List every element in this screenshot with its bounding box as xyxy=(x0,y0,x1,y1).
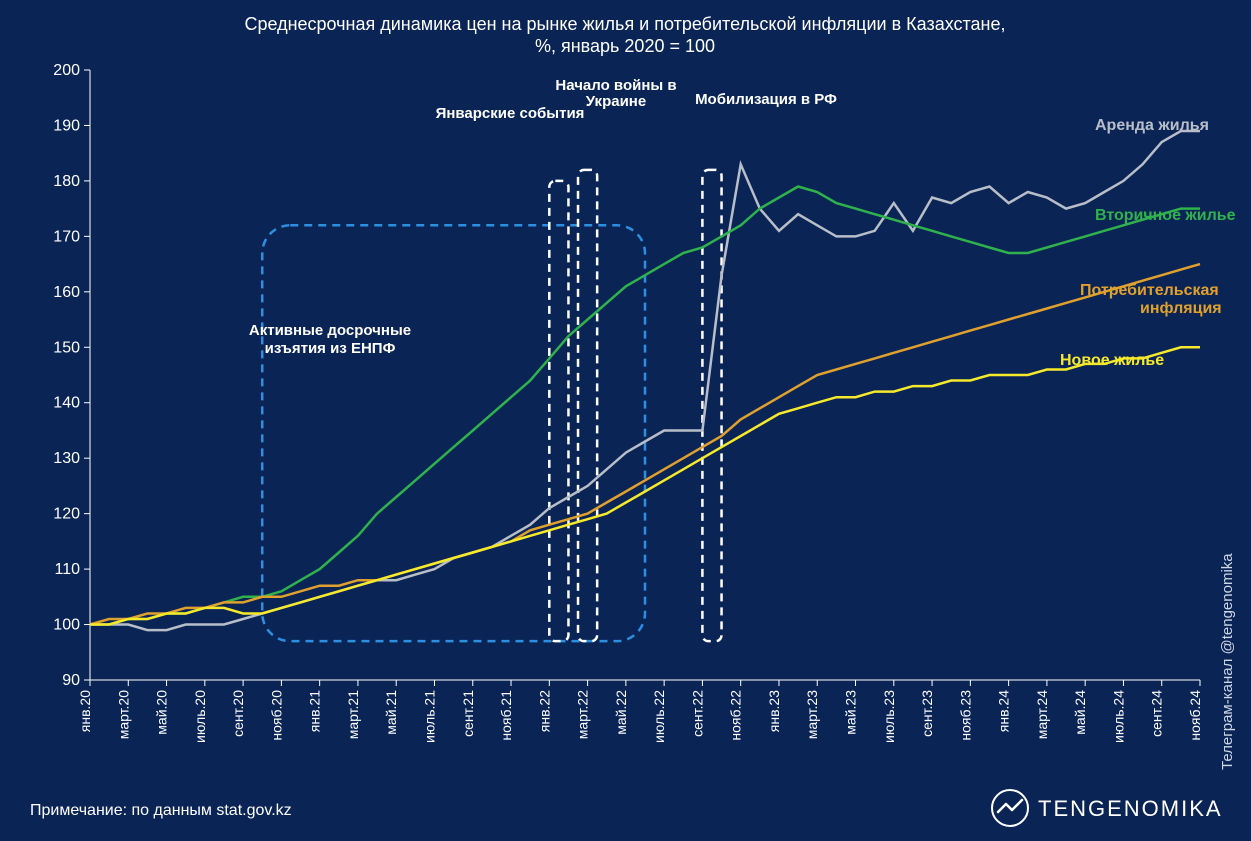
annotation-label-war-2: Украине xyxy=(586,93,646,110)
x-tick-label: июль.20 xyxy=(192,690,208,743)
x-tick-label: март.20 xyxy=(115,690,131,739)
y-tick-label: 110 xyxy=(54,561,80,578)
annotation-label-enpf-2: изъятия из ЕНПФ xyxy=(265,340,396,357)
annotation-label-jan-events: Январские события xyxy=(436,105,585,122)
x-tick-label: янв.21 xyxy=(307,690,323,732)
brand-text: TENGENOMIKA xyxy=(1038,796,1223,821)
chart-title-2: %, январь 2020 = 100 xyxy=(535,36,715,56)
x-tick-label: июль.23 xyxy=(881,690,897,743)
x-tick-label: янв.23 xyxy=(766,690,782,732)
series-label-inflation-2: инфляция xyxy=(1140,300,1222,317)
y-tick-label: 180 xyxy=(53,173,80,190)
x-tick-label: сент.22 xyxy=(689,690,705,737)
x-tick-label: сент.21 xyxy=(460,690,476,737)
y-tick-label: 100 xyxy=(53,617,80,634)
y-tick-label: 140 xyxy=(53,395,80,412)
series-label-new: Новое жилье xyxy=(1060,352,1164,369)
x-tick-label: сент.23 xyxy=(919,690,935,737)
x-tick-label: нояб.22 xyxy=(728,690,744,741)
x-tick-label: июль.21 xyxy=(421,690,437,743)
x-tick-label: янв.22 xyxy=(536,690,552,732)
x-tick-label: март.22 xyxy=(575,690,591,739)
footnote: Примечание: по данным stat.gov.kz xyxy=(30,802,292,819)
x-tick-label: нояб.23 xyxy=(957,690,973,741)
x-tick-label: май.22 xyxy=(613,690,629,735)
x-tick-label: март.24 xyxy=(1034,690,1050,739)
side-channel-text: Телеграм-канал @tengenomika xyxy=(1219,553,1236,770)
y-tick-label: 90 xyxy=(62,672,80,689)
x-tick-label: март.21 xyxy=(345,690,361,739)
y-tick-label: 130 xyxy=(53,450,80,467)
x-tick-label: июль.24 xyxy=(1110,690,1126,743)
annotation-label-mobilization: Мобилизация в РФ xyxy=(695,91,837,108)
series-label-inflation-1: Потребительская xyxy=(1080,282,1219,299)
x-tick-label: сент.20 xyxy=(230,690,246,737)
x-tick-label: март.23 xyxy=(804,690,820,739)
y-tick-label: 160 xyxy=(53,284,80,301)
chart-title-1: Среднесрочная динамика цен на рынке жиль… xyxy=(244,14,1005,34)
y-tick-label: 200 xyxy=(53,62,80,79)
x-tick-label: сент.24 xyxy=(1149,690,1165,737)
x-tick-label: янв.24 xyxy=(996,690,1012,732)
chart-container: Среднесрочная динамика цен на рынке жиль… xyxy=(0,0,1251,841)
annotation-label-war-1: Начало войны в xyxy=(555,77,676,94)
y-tick-label: 120 xyxy=(53,506,80,523)
chart-svg: Среднесрочная динамика цен на рынке жиль… xyxy=(0,0,1251,841)
x-tick-label: май.23 xyxy=(843,690,859,735)
x-tick-label: нояб.21 xyxy=(498,690,514,741)
x-tick-label: нояб.24 xyxy=(1187,690,1203,741)
x-tick-label: янв.20 xyxy=(77,690,93,732)
y-tick-label: 190 xyxy=(53,117,80,134)
series-label-secondary: Вторичное жилье xyxy=(1095,207,1236,224)
x-tick-label: май.24 xyxy=(1072,690,1088,735)
series-label-rent: Аренда жилья xyxy=(1095,117,1209,134)
x-tick-label: май.21 xyxy=(383,690,399,735)
y-tick-label: 170 xyxy=(53,228,80,245)
x-tick-label: май.20 xyxy=(154,690,170,735)
x-tick-label: нояб.20 xyxy=(268,690,284,741)
annotation-label-enpf-1: Активные досрочные xyxy=(249,322,411,339)
x-tick-label: июль.22 xyxy=(651,690,667,743)
y-tick-label: 150 xyxy=(53,339,80,356)
